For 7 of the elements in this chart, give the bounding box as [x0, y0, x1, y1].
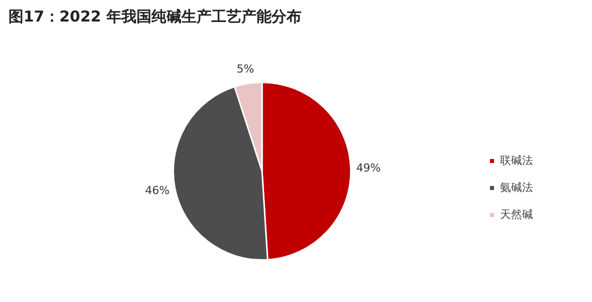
- data-label: 46%: [145, 184, 170, 198]
- legend-label: 联碱法: [500, 153, 533, 168]
- legend-label: 天然碱: [500, 207, 533, 222]
- legend-label: 氨碱法: [500, 180, 533, 195]
- data-label: 49%: [356, 161, 381, 174]
- chart-title: 图17：2022 年我国纯碱生产工艺产能分布: [8, 8, 302, 26]
- data-label: 5%: [236, 62, 254, 76]
